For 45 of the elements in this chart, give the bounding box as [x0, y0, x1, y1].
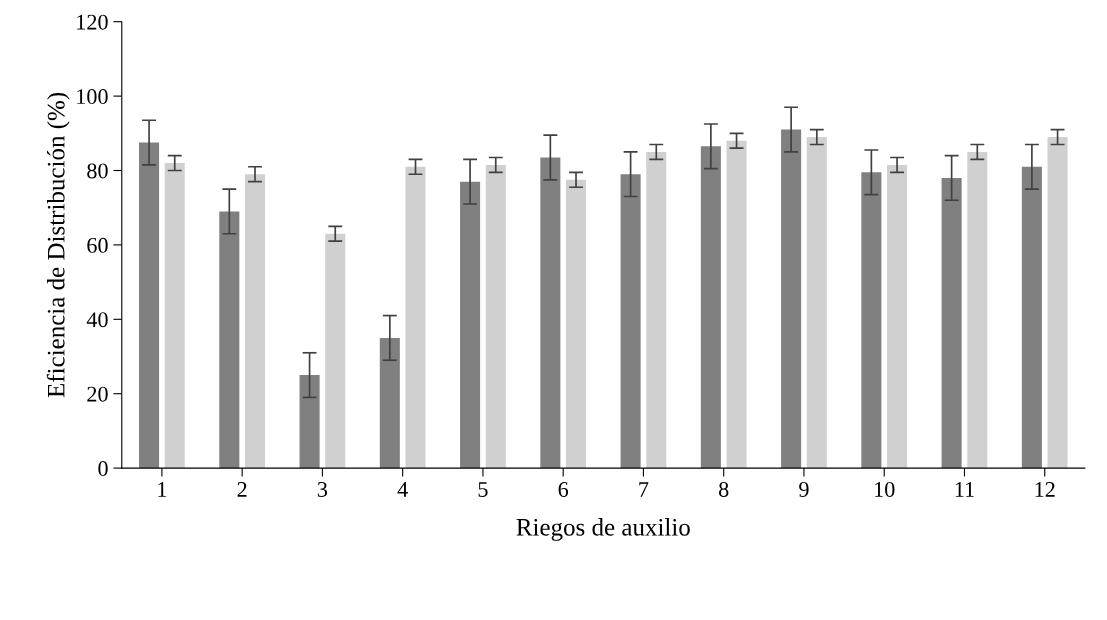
x-tick-label: 4: [397, 482, 408, 497]
x-tick-label: 12: [1035, 482, 1055, 497]
bar: [861, 172, 882, 469]
y-tick-label: 40: [86, 312, 108, 328]
bar: [299, 375, 320, 469]
x-tick-label: 10: [875, 481, 895, 497]
x-tick-label: 3: [317, 482, 328, 497]
x-axis-title: Riegos de auxilio: [516, 518, 690, 541]
bar: [967, 151, 988, 469]
bar: [405, 166, 426, 469]
bar: [887, 164, 908, 469]
bar: [540, 157, 561, 469]
bar: [1047, 137, 1068, 469]
y-tick-label: 60: [87, 237, 108, 253]
y-axis-title: Eficiencia de Distribución (%): [46, 92, 70, 398]
bar: [325, 233, 346, 469]
x-tick-label: 7: [639, 482, 649, 497]
bar: [806, 137, 827, 469]
x-tick-label: 9: [799, 482, 809, 497]
bar: [379, 337, 400, 469]
y-tick-label: 0: [98, 461, 108, 477]
bar: [941, 177, 962, 469]
bar: [244, 174, 266, 469]
bar: [726, 140, 747, 469]
bar: [566, 179, 587, 469]
x-tick-label: 5: [478, 482, 488, 497]
x-tick-label: 2: [237, 482, 247, 497]
bar: [700, 146, 721, 469]
y-tick-label: 80: [87, 163, 108, 179]
bar: [460, 181, 481, 469]
y-tick-label: 120: [77, 14, 108, 30]
bar: [485, 164, 506, 469]
x-tick-label: 1: [158, 482, 167, 497]
y-tick-label: 20: [87, 386, 108, 402]
bar: [1021, 166, 1042, 469]
bar: [164, 163, 185, 469]
y-tick-label: 100: [77, 89, 108, 105]
bar: [781, 129, 802, 469]
bar: [139, 142, 160, 469]
bar: [646, 151, 667, 469]
x-tick-label: 8: [718, 481, 729, 497]
x-tick-label: 11: [955, 482, 974, 497]
bar: [620, 174, 641, 469]
bar: [219, 211, 240, 469]
x-tick-label: 6: [558, 482, 569, 497]
